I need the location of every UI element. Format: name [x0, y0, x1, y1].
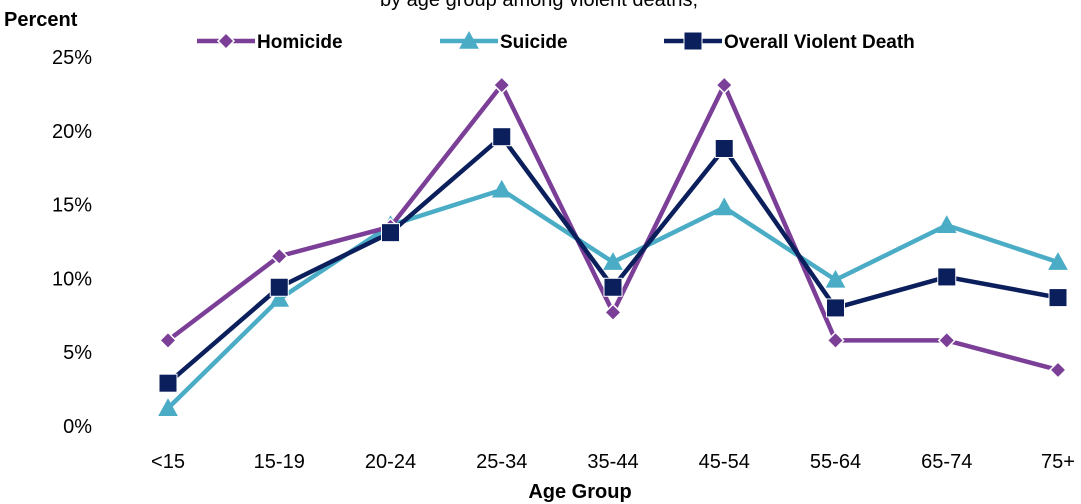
triangle-marker: [603, 252, 623, 270]
square-marker: [269, 277, 289, 297]
diamond-marker: [270, 247, 289, 266]
diamond-marker: [1048, 360, 1068, 379]
square-marker: [492, 127, 512, 147]
diamond-marker: [158, 331, 178, 350]
diamond-marker: [603, 303, 623, 322]
data-point: [937, 267, 957, 287]
series-overall-violent-death: [158, 127, 1068, 393]
y-tick-label: 10%: [52, 268, 92, 290]
data-point: [714, 139, 734, 159]
data-point: [1048, 288, 1068, 308]
triangle-marker: [158, 398, 178, 416]
data-point: [492, 127, 512, 147]
legend-label: Suicide: [500, 32, 568, 53]
diamond-marker: [492, 75, 511, 95]
series-line: [166, 82, 1059, 373]
square-marker: [603, 277, 623, 297]
y-tick-label: 20%: [52, 121, 92, 143]
y-axis-title: Percent: [4, 9, 78, 31]
data-point: [158, 373, 178, 393]
triangle-marker: [825, 269, 846, 288]
x-axis-title: Age Group: [528, 481, 631, 503]
plot-area: [158, 75, 1068, 416]
triangle-marker: [714, 197, 735, 216]
data-point: [492, 75, 511, 95]
triangle-marker: [936, 215, 957, 233]
data-point: [158, 331, 178, 350]
diamond-marker: [216, 31, 236, 51]
x-tick-label: 25-34: [476, 451, 527, 473]
data-point: [715, 75, 734, 95]
square-marker: [714, 139, 734, 159]
data-point: [714, 197, 735, 216]
data-point: [491, 179, 512, 198]
square-marker: [381, 223, 400, 243]
data-point: [269, 289, 290, 307]
y-axis-ticks: 0% 5% 10% 15% 20% 25%: [52, 47, 92, 438]
x-tick-label: 15-19: [254, 451, 305, 473]
legend-label: Homicide: [257, 32, 343, 53]
data-point: [1048, 360, 1068, 379]
data-point: [603, 252, 623, 270]
y-tick-label: 15%: [52, 195, 92, 217]
series-suicide: [158, 179, 1068, 416]
square-marker: [1048, 288, 1068, 308]
data-point: [1048, 252, 1068, 270]
data-point: [826, 298, 845, 318]
chart-title-fragment: by age group among violent deaths,: [380, 0, 698, 11]
triangle-marker: [459, 30, 479, 49]
square-marker: [937, 267, 957, 287]
data-point: [937, 331, 956, 350]
x-tick-label: <15: [151, 451, 185, 473]
legend-item-overall-violent-death: Overall Violent Death: [664, 31, 915, 53]
data-point: [381, 223, 400, 243]
x-tick-label: 45-54: [699, 451, 750, 473]
legend: Homicide Suicide Overall Violent Death: [197, 30, 915, 53]
square-marker: [158, 373, 178, 393]
x-tick-label: 65-74: [921, 451, 972, 473]
square-marker: [683, 31, 703, 51]
data-point: [825, 269, 846, 288]
legend-item-suicide: Suicide: [440, 30, 568, 53]
y-tick-label: 0%: [63, 416, 92, 438]
diamond-marker: [715, 75, 734, 95]
data-point: [269, 277, 289, 297]
data-point: [603, 277, 623, 297]
x-axis-ticks: <15 15-19 20-24 25-34 35-44 45-54 55-64 65-74 75…: [151, 451, 1075, 473]
data-point: [158, 398, 178, 416]
data-point: [826, 331, 845, 350]
series-homicide: [158, 75, 1068, 379]
data-point: [603, 303, 623, 322]
diamond-marker: [826, 331, 845, 350]
series-line: [166, 187, 1059, 410]
y-tick-label: 5%: [63, 342, 92, 364]
data-point: [936, 215, 957, 233]
triangle-marker: [1048, 252, 1068, 270]
x-tick-label: 55-64: [810, 451, 861, 473]
x-tick-label: 35-44: [587, 451, 638, 473]
triangle-marker: [491, 179, 512, 198]
x-tick-label: 75+: [1041, 451, 1075, 473]
y-tick-label: 25%: [52, 47, 92, 69]
square-marker: [826, 298, 845, 318]
legend-item-homicide: Homicide: [197, 31, 343, 53]
legend-label: Overall Violent Death: [724, 32, 915, 53]
triangle-marker: [269, 289, 290, 307]
diamond-marker: [937, 331, 956, 350]
data-point: [270, 247, 289, 266]
x-tick-label: 20-24: [365, 451, 416, 473]
